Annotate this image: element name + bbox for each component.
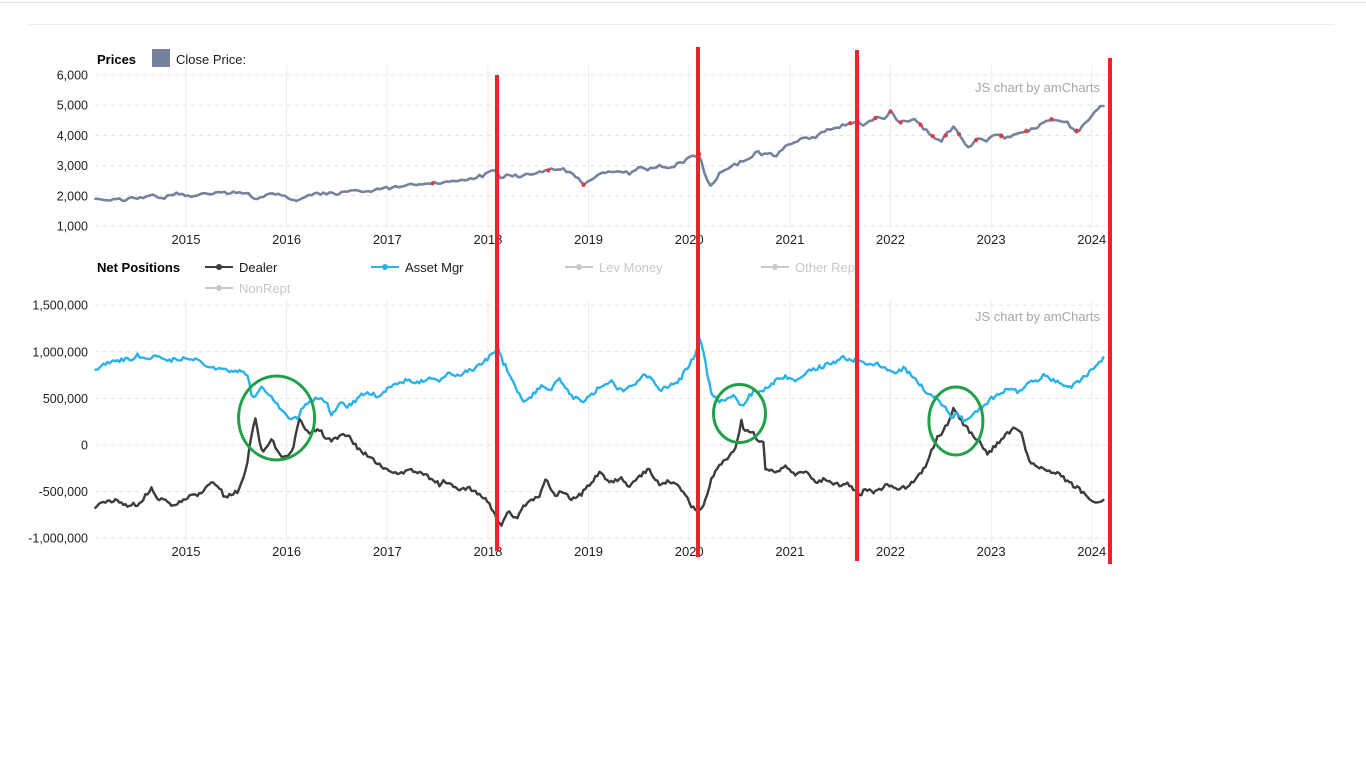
x-axis-tick-label: 2023	[977, 544, 1006, 559]
y-axis-tick-label: 1,500,000	[32, 299, 88, 313]
x-axis-tick-label: 2015	[172, 232, 201, 247]
signal-dot	[848, 121, 853, 126]
signal-dot	[956, 131, 962, 137]
close-price-legend-label[interactable]: Close Price:	[176, 52, 247, 67]
y-axis-tick-label: 2,000	[57, 189, 88, 203]
signal-dot	[581, 182, 586, 188]
y-axis-tick-label: -1,000,000	[28, 532, 88, 546]
green-highlight-circle	[927, 385, 985, 457]
red-vertical-line	[495, 75, 499, 551]
asset-mgr-line-marker	[371, 264, 399, 270]
dealer-series	[94, 406, 1105, 527]
y-axis-tick-label: 4,000	[57, 129, 88, 143]
red-vertical-line	[855, 50, 859, 561]
dealer-legend-label: Dealer	[239, 259, 278, 275]
lev-money-legend-label: Lev Money	[599, 259, 663, 275]
y-axis-tick-label: 6,000	[57, 69, 88, 83]
x-axis-tick-label: 2015	[172, 544, 201, 559]
y-axis-tick-label: -500,000	[39, 485, 88, 499]
legend-item-dealer[interactable]: Dealer	[205, 259, 277, 275]
legend-item-nonrept[interactable]: NonRept	[205, 280, 290, 296]
signal-dot	[898, 120, 903, 125]
signal-dot	[430, 181, 435, 186]
y-axis-tick-label: 3,000	[57, 159, 88, 173]
prices-legend-title: Prices	[97, 52, 137, 67]
x-axis-tick-label: 2023	[977, 232, 1006, 247]
amcharts-watermark-bottom: JS chart by amCharts	[975, 309, 1100, 324]
legend-item-lev-money[interactable]: Lev Money	[565, 259, 663, 275]
close-price-swatch[interactable]	[152, 49, 170, 67]
lev-money-line-marker	[565, 264, 593, 270]
x-axis-tick-label: 2017	[373, 232, 402, 247]
nonrept-line-marker	[205, 285, 233, 291]
signal-dot	[873, 116, 878, 121]
y-axis-tick-label: 5,000	[57, 99, 88, 113]
x-axis-tick-label: 2016	[272, 232, 301, 247]
close-price-series	[94, 104, 1105, 203]
red-vertical-line	[696, 47, 700, 557]
legend-item-other-rept[interactable]: Other Rept	[761, 259, 859, 275]
x-axis-tick-label: 2022	[876, 544, 905, 559]
dealer-line-marker	[205, 264, 233, 270]
signal-dot	[1074, 128, 1079, 133]
other-rept-line-marker	[761, 264, 789, 270]
y-axis-tick-label: 1,000,000	[32, 345, 88, 359]
y-axis-tick-label: 0	[81, 439, 88, 453]
signal-dot	[930, 134, 935, 139]
secondary-divider	[28, 24, 1334, 25]
signal-dot	[1024, 128, 1029, 133]
other-rept-legend-label: Other Rept	[795, 259, 859, 275]
x-axis-tick-label: 2021	[775, 232, 804, 247]
x-axis-tick-label: 2017	[373, 544, 402, 559]
x-axis-tick-label: 2021	[775, 544, 804, 559]
y-axis-tick-label: 500,000	[43, 392, 88, 406]
green-highlight-circle	[237, 374, 317, 462]
signal-dot	[1049, 117, 1054, 122]
x-axis-tick-label: 2024	[1077, 544, 1106, 559]
nonrept-legend-label: NonRept	[239, 280, 291, 296]
charts-canvas: 6,000 5,000 4,000 3,000 2,000 1,000 2015 2016 20…	[28, 65, 1106, 559]
x-axis-tick-label: 2019	[574, 232, 603, 247]
amcharts-watermark-top: JS chart by amCharts	[975, 80, 1100, 95]
red-vertical-line	[1108, 58, 1112, 564]
x-axis-tick-label: 2019	[574, 544, 603, 559]
signal-dot	[888, 109, 893, 114]
x-axis-tick-label: 2022	[876, 232, 905, 247]
y-axis-tick-label: 1,000	[57, 220, 88, 234]
signal-dot	[973, 137, 979, 143]
signal-dot	[546, 168, 551, 173]
top-divider	[0, 2, 1366, 3]
asset-mgr-legend-label: Asset Mgr	[405, 259, 464, 275]
x-axis-tick-label: 2024	[1077, 232, 1106, 247]
green-highlight-circle	[712, 382, 768, 444]
signal-dot	[943, 133, 948, 138]
signal-dot	[918, 122, 923, 127]
x-axis-tick-label: 2016	[272, 544, 301, 559]
net-positions-legend-title: Net Positions	[97, 260, 181, 275]
legend-item-asset-mgr[interactable]: Asset Mgr	[371, 259, 464, 275]
signal-dot	[999, 134, 1004, 139]
